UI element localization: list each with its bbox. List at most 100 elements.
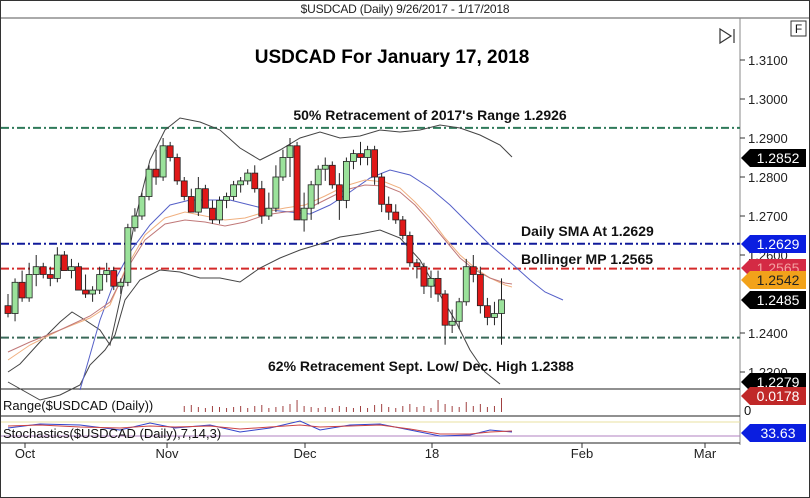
candle: [265, 207, 273, 217]
candle: [11, 281, 19, 314]
candle: [328, 164, 336, 186]
candle: [237, 180, 245, 186]
candle: [96, 274, 104, 291]
candle: [110, 270, 118, 287]
stochastics-panel: [1, 420, 740, 437]
svg-text:1.2485: 1.2485: [757, 292, 800, 308]
candle: [364, 149, 371, 158]
candle: [244, 172, 252, 182]
horizontal-levels: [1, 126, 740, 339]
candle: [216, 199, 223, 221]
date-tick-label: Feb: [571, 446, 593, 461]
fib50-label: 50% Retracement of 2017's Range 1.2926: [293, 107, 567, 123]
candle: [4, 305, 12, 314]
full-view-button[interactable]: F: [790, 20, 807, 37]
stoch-panel-label: Stochastics($USDCAD (Daily),7,14,3): [3, 426, 221, 441]
bollinger-label: Bollinger MP 1.2565: [521, 251, 653, 267]
candle: [476, 274, 484, 307]
candle: [124, 227, 132, 283]
candle: [131, 215, 139, 229]
price-tag: 1.2542: [741, 271, 806, 289]
candle: [166, 145, 174, 158]
candle: [293, 145, 301, 221]
candle: [434, 277, 442, 295]
svg-text:33.63: 33.63: [760, 425, 795, 441]
sma-label: Daily SMA At 1.2629: [521, 223, 654, 239]
candle: [173, 157, 181, 182]
candle: [406, 235, 414, 264]
price-axis: 1.31001.30001.29001.28001.27001.26001.24…: [740, 53, 788, 380]
candle: [469, 266, 477, 275]
svg-text:1.2279: 1.2279: [757, 374, 800, 390]
candle: [89, 289, 96, 295]
price-tag: 1.2852: [741, 149, 806, 167]
candle: [342, 160, 350, 201]
price-tag: 0.0178: [741, 387, 806, 405]
candle: [378, 176, 386, 205]
candle: [82, 289, 89, 295]
candle: [286, 145, 294, 158]
price-tick-label: 1.3100: [748, 53, 788, 68]
date-tick-label: Oct: [15, 446, 36, 461]
candle: [420, 266, 428, 287]
candle: [272, 176, 280, 209]
candle: [201, 188, 209, 209]
fib62-label: 62% Retracement Sept. Low/ Dec. High 1.2…: [268, 358, 574, 374]
price-tag: 33.63: [741, 424, 806, 442]
candle: [314, 168, 322, 186]
candle: [357, 153, 364, 158]
svg-text:1.2542: 1.2542: [757, 272, 800, 288]
candle: [441, 293, 449, 326]
candle: [335, 184, 343, 201]
candle: [18, 281, 26, 299]
price-tick-label: 1.2900: [748, 131, 788, 146]
candle: [498, 299, 505, 314]
date-tick-label: 18: [425, 446, 439, 461]
candle: [75, 266, 82, 291]
chart-headline: USDCAD For January 17, 2018: [255, 47, 530, 68]
svg-text:0.0178: 0.0178: [757, 388, 800, 404]
candlesticks: [4, 138, 505, 345]
candle: [455, 301, 463, 322]
candle: [371, 149, 379, 178]
candle: [61, 254, 68, 272]
candle: [117, 281, 125, 287]
candle: [427, 277, 435, 287]
price-tick-label: 1.2400: [748, 326, 788, 341]
candle: [491, 313, 498, 318]
date-axis: Oct Nov Dec 18 Feb Mar: [15, 443, 717, 461]
candle: [258, 188, 266, 217]
candle: [392, 211, 400, 221]
date-tick-label: Nov: [155, 446, 179, 461]
price-tick-label: 1.2700: [748, 209, 788, 224]
candle: [39, 266, 47, 275]
price-tick-label: 1.2800: [748, 170, 788, 185]
candle: [32, 266, 40, 275]
skip-to-end-icon[interactable]: [719, 27, 735, 45]
price-tag: 1.2629: [741, 235, 806, 253]
candle: [25, 274, 33, 299]
candle: [462, 266, 470, 303]
candle: [230, 184, 238, 197]
candle: [194, 188, 202, 213]
date-tick-label: Dec: [293, 446, 317, 461]
candle: [53, 254, 61, 279]
candle: [321, 164, 329, 170]
candle: [483, 305, 491, 318]
range-panel: [183, 398, 502, 412]
candle: [145, 168, 153, 197]
candle: [223, 196, 230, 201]
price-tag: 1.2485: [741, 291, 806, 309]
candle: [68, 266, 75, 272]
price-tags: 1.28521.26291.25651.25421.24851.22790.01…: [741, 149, 806, 442]
candle: [46, 274, 54, 279]
candle: [187, 196, 195, 213]
candle: [413, 262, 421, 268]
candle: [103, 270, 111, 275]
range-panel-label: Range($USDCAD (Daily)): [3, 398, 153, 413]
price-tick-label: 1.3000: [748, 92, 788, 107]
svg-text:1.2852: 1.2852: [757, 150, 800, 166]
candle: [385, 203, 393, 213]
candle: [138, 196, 146, 217]
